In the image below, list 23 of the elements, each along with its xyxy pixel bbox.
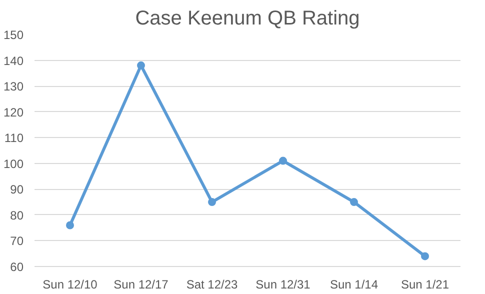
x-tick-label: Sun 12/10 bbox=[42, 278, 98, 292]
point bbox=[421, 252, 429, 260]
y-tick-label: 120 bbox=[3, 105, 24, 120]
y-tick-label: 130 bbox=[3, 80, 24, 94]
y-tick-label: 110 bbox=[4, 131, 24, 146]
point bbox=[279, 156, 287, 165]
y-tick-label: 60 bbox=[10, 260, 24, 274]
x-tick-label: Sat 12/23 bbox=[186, 278, 238, 292]
y-tick-label: 90 bbox=[10, 182, 24, 197]
point bbox=[208, 198, 216, 206]
y-tick-label: 70 bbox=[10, 234, 24, 248]
y-tick-label: 150 bbox=[3, 28, 24, 42]
x-tick-label: Sun 1/21 bbox=[400, 278, 450, 292]
y-tick-label: 80 bbox=[10, 208, 24, 222]
point bbox=[137, 61, 145, 70]
y-tick-label: 140 bbox=[3, 54, 24, 68]
y-tick-label: 100 bbox=[3, 156, 24, 171]
x-tick-label: Sun 1/14 bbox=[330, 278, 378, 292]
chart-title: Case Keenum QB Rating bbox=[135, 8, 360, 30]
point bbox=[350, 198, 358, 206]
x-tick-label: Sun 12/31 bbox=[256, 278, 311, 292]
x-tick-label: Sun 12/17 bbox=[114, 278, 169, 292]
point bbox=[66, 221, 74, 230]
